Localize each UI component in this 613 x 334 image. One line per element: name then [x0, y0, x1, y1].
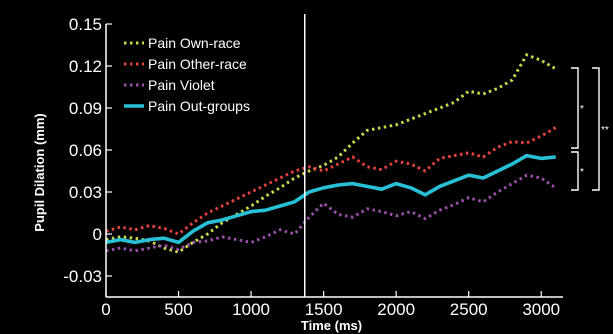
- x-axis-title: Time (ms): [301, 318, 362, 333]
- significance-label: *: [580, 104, 584, 115]
- legend-label: Pain Own-race: [148, 35, 241, 51]
- y-tick-label: 0.06: [69, 141, 102, 160]
- x-tick-label: 2500: [450, 300, 488, 319]
- y-axis-title: Pupil Dilation (mm): [32, 113, 47, 231]
- y-tick-label: 0.12: [69, 57, 102, 76]
- y-tick-label: 0.03: [69, 183, 102, 202]
- significance-label: *: [580, 167, 584, 178]
- x-tick-label: 0: [101, 300, 110, 319]
- y-tick-label: 0.15: [69, 15, 102, 34]
- series-layer: [105, 52, 557, 254]
- axes: -0.03 0 0.03 0.06 0.09 0.12 0.15 0 500 1000 1500 20…: [32, 14, 563, 333]
- legend-label: Pain Other-race: [148, 56, 247, 72]
- series-line-pain-other-race: [105, 126, 557, 236]
- legend: Pain Own-race Pain Other-race Pain Violet P…: [124, 35, 250, 114]
- significance-brackets: ****: [571, 67, 609, 191]
- series-line-pain-out-groups: [105, 153, 556, 245]
- y-tick-label: 0: [93, 225, 102, 244]
- legend-label: Pain Out-groups: [148, 98, 250, 114]
- x-tick-label: 500: [164, 300, 192, 319]
- x-tick-label: 2000: [377, 300, 415, 319]
- y-tick-label: -0.03: [63, 267, 102, 286]
- legend-label: Pain Violet: [148, 77, 215, 93]
- x-tick-label: 3000: [522, 300, 560, 319]
- series-line-pain-own-race: [105, 52, 557, 254]
- series-line-pain-violet: [105, 173, 557, 253]
- significance-bracket: [571, 67, 579, 149]
- significance-bracket: [571, 151, 579, 191]
- significance-label: **: [601, 125, 609, 136]
- y-tick-label: 0.09: [69, 99, 102, 118]
- x-tick-label: 1000: [232, 300, 270, 319]
- x-tick-label: 1500: [305, 300, 343, 319]
- significance-bracket: [592, 67, 600, 191]
